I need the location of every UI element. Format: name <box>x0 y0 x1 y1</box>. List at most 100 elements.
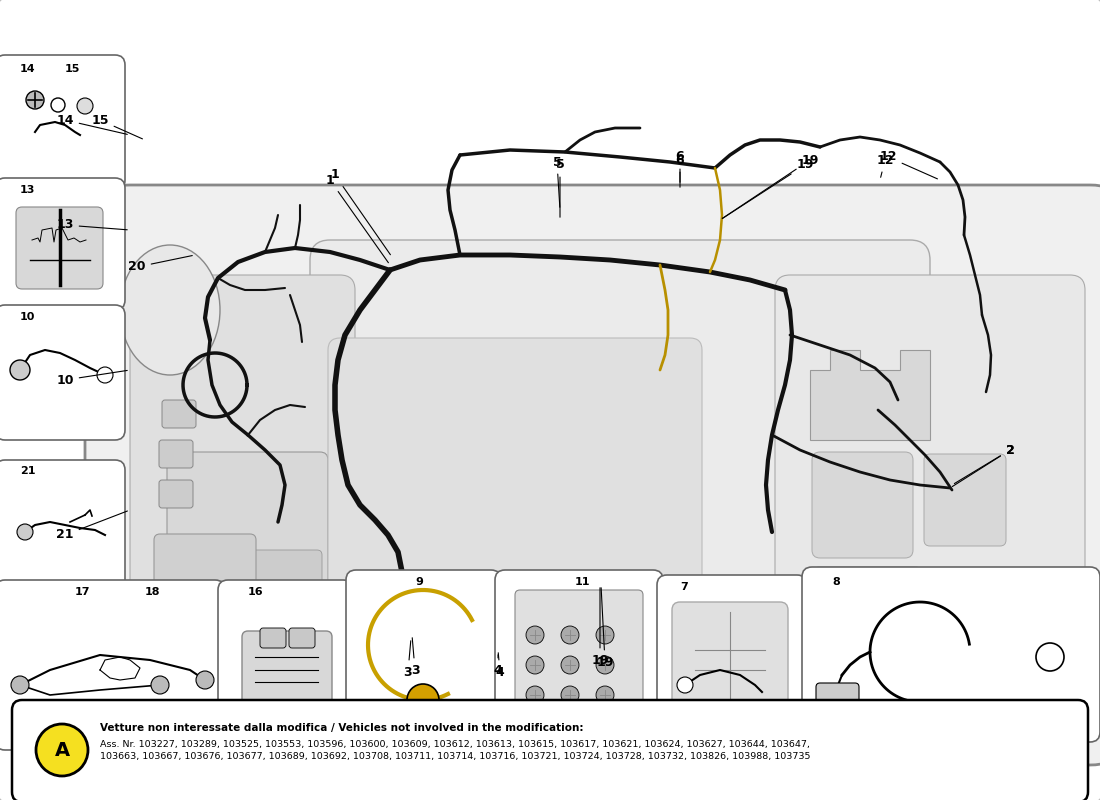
Circle shape <box>36 724 88 776</box>
FancyBboxPatch shape <box>310 240 930 710</box>
Circle shape <box>407 684 439 716</box>
Text: 19: 19 <box>723 154 818 218</box>
Text: 13: 13 <box>56 218 128 231</box>
Text: 6: 6 <box>675 150 684 182</box>
FancyBboxPatch shape <box>924 454 1007 546</box>
Text: 21: 21 <box>20 466 35 476</box>
Text: 12: 12 <box>879 150 937 179</box>
Text: 16: 16 <box>248 709 263 719</box>
FancyBboxPatch shape <box>934 584 1026 656</box>
Circle shape <box>526 686 544 704</box>
Circle shape <box>676 677 693 693</box>
Circle shape <box>196 671 214 689</box>
Text: 5: 5 <box>552 155 561 207</box>
Circle shape <box>526 656 544 674</box>
Text: 5: 5 <box>556 158 564 218</box>
FancyBboxPatch shape <box>495 620 570 675</box>
FancyBboxPatch shape <box>289 628 315 648</box>
Text: 17: 17 <box>75 587 90 597</box>
FancyBboxPatch shape <box>242 631 332 713</box>
Text: 1: 1 <box>331 169 390 254</box>
Text: Versione Parking camera: Versione Parking camera <box>825 724 955 734</box>
Text: Valid for... see description: Valid for... see description <box>12 737 129 746</box>
Text: 21: 21 <box>56 511 128 542</box>
Text: 18: 18 <box>145 587 161 597</box>
FancyBboxPatch shape <box>250 550 322 640</box>
Text: Vetture non interessate dalla modifica / Vehicles not involved in the modificati: Vetture non interessate dalla modifica /… <box>100 723 583 733</box>
Circle shape <box>596 686 614 704</box>
FancyBboxPatch shape <box>0 55 125 190</box>
Text: 7: 7 <box>680 582 688 592</box>
Circle shape <box>596 656 614 674</box>
FancyBboxPatch shape <box>218 580 353 740</box>
Text: 13: 13 <box>20 185 35 195</box>
Text: Ass. Nr. 103227, 103289, 103525, 103553, 103596, 103600, 103609, 103612, 103613,: Ass. Nr. 103227, 103289, 103525, 103553,… <box>100 740 811 762</box>
Text: 14: 14 <box>20 64 35 74</box>
Text: 10: 10 <box>56 370 128 386</box>
Text: 4: 4 <box>494 654 503 677</box>
FancyBboxPatch shape <box>374 609 466 676</box>
Circle shape <box>97 367 113 383</box>
Text: Vale per... vedi descrizione: Vale per... vedi descrizione <box>12 725 133 734</box>
Circle shape <box>10 360 30 380</box>
Text: Parking camera version: Parking camera version <box>825 736 948 746</box>
Text: 2: 2 <box>955 443 1014 483</box>
Text: 20: 20 <box>129 255 192 274</box>
FancyBboxPatch shape <box>85 185 1100 765</box>
FancyBboxPatch shape <box>160 480 192 508</box>
Text: 8: 8 <box>832 577 839 587</box>
Text: 19: 19 <box>723 158 814 218</box>
Text: 10: 10 <box>20 312 35 322</box>
FancyBboxPatch shape <box>328 338 702 652</box>
FancyBboxPatch shape <box>812 567 923 658</box>
Text: 15: 15 <box>65 64 80 74</box>
FancyBboxPatch shape <box>816 683 859 716</box>
Circle shape <box>526 626 544 644</box>
FancyBboxPatch shape <box>515 590 644 715</box>
Text: 9: 9 <box>415 577 422 587</box>
Text: 6: 6 <box>675 154 684 187</box>
FancyBboxPatch shape <box>346 570 500 740</box>
FancyBboxPatch shape <box>12 700 1088 800</box>
Circle shape <box>16 524 33 540</box>
Circle shape <box>151 676 169 694</box>
Text: 1: 1 <box>326 174 388 262</box>
Text: 15: 15 <box>91 114 143 139</box>
Circle shape <box>51 98 65 112</box>
Circle shape <box>596 626 614 644</box>
FancyBboxPatch shape <box>802 567 1100 742</box>
FancyBboxPatch shape <box>154 534 256 606</box>
FancyBboxPatch shape <box>0 580 226 750</box>
Text: passion for driving: passion for driving <box>870 395 1077 414</box>
Text: 19: 19 <box>592 588 608 666</box>
Polygon shape <box>810 350 930 440</box>
Text: ©1985: ©1985 <box>910 423 1015 451</box>
Text: 3: 3 <box>404 641 412 678</box>
FancyBboxPatch shape <box>812 452 913 558</box>
FancyBboxPatch shape <box>170 550 242 640</box>
FancyBboxPatch shape <box>16 207 103 289</box>
Text: 4: 4 <box>496 653 505 678</box>
FancyBboxPatch shape <box>776 275 1085 695</box>
Circle shape <box>11 676 29 694</box>
Circle shape <box>77 98 94 114</box>
FancyBboxPatch shape <box>130 275 355 695</box>
FancyBboxPatch shape <box>162 400 196 428</box>
FancyBboxPatch shape <box>167 452 328 643</box>
Ellipse shape <box>120 605 220 735</box>
FancyBboxPatch shape <box>657 575 807 735</box>
Text: 3: 3 <box>410 638 419 677</box>
FancyBboxPatch shape <box>0 460 125 590</box>
Text: 11: 11 <box>575 577 591 587</box>
FancyBboxPatch shape <box>495 570 663 740</box>
FancyBboxPatch shape <box>260 628 286 648</box>
Circle shape <box>1036 643 1064 671</box>
FancyBboxPatch shape <box>672 602 788 718</box>
FancyBboxPatch shape <box>0 305 125 440</box>
Text: 16: 16 <box>248 587 264 597</box>
Ellipse shape <box>120 245 220 375</box>
Circle shape <box>561 686 579 704</box>
Text: 19: 19 <box>596 588 614 669</box>
Circle shape <box>561 656 579 674</box>
FancyBboxPatch shape <box>0 178 125 310</box>
